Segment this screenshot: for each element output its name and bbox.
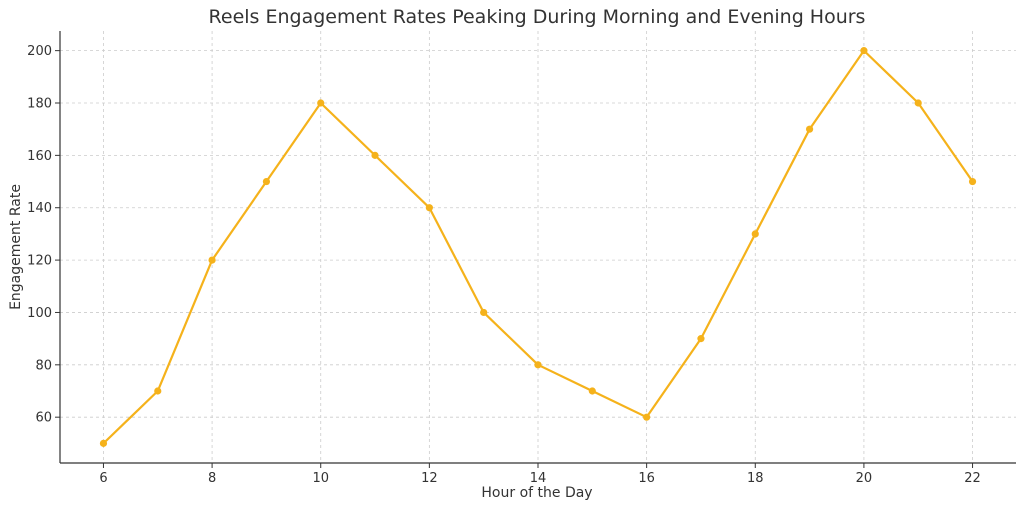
x-tick-label: 20 (856, 471, 873, 486)
data-point (317, 99, 325, 107)
data-point (751, 230, 759, 238)
x-axis-label: Hour of the Day (481, 485, 592, 501)
data-point (697, 335, 705, 343)
data-point (968, 177, 977, 186)
data-point (914, 99, 922, 107)
y-tick-label: 180 (27, 97, 52, 112)
x-tick-label: 10 (312, 471, 329, 486)
data-point (262, 177, 271, 186)
chart-title: Reels Engagement Rates Peaking During Mo… (209, 6, 866, 28)
data-point (534, 361, 542, 369)
data-point (99, 439, 108, 447)
data-point (425, 204, 433, 212)
data-point (208, 256, 216, 264)
y-tick-label: 80 (35, 358, 52, 373)
data-point (860, 47, 868, 55)
data-point (805, 125, 814, 133)
x-tick-label: 8 (208, 471, 216, 486)
y-tick-label: 140 (27, 201, 52, 216)
y-axis-label: Engagement Rate (8, 184, 24, 310)
x-tick-label: 6 (99, 471, 107, 486)
data-point (154, 387, 162, 395)
data-point (371, 151, 379, 159)
x-tick-label: 12 (421, 471, 438, 486)
data-point (480, 308, 488, 317)
data-point (588, 387, 596, 395)
series (99, 47, 977, 447)
y-tick-label: 100 (27, 306, 52, 321)
y-tick-label: 60 (35, 411, 52, 426)
grid (60, 31, 1016, 463)
data-point (643, 413, 651, 421)
y-tick-label: 160 (27, 149, 52, 164)
y-tick-label: 120 (27, 254, 52, 269)
x-tick-label: 22 (964, 471, 981, 486)
x-tick-label: 18 (747, 471, 764, 486)
x-tick-label: 14 (530, 471, 547, 486)
y-tick-label: 200 (27, 44, 52, 59)
x-tick-label: 16 (638, 471, 655, 486)
ticks: 6 8 10 12 14 16 18 20 22 60 80 100 120 140 160 180 200 (27, 44, 981, 486)
